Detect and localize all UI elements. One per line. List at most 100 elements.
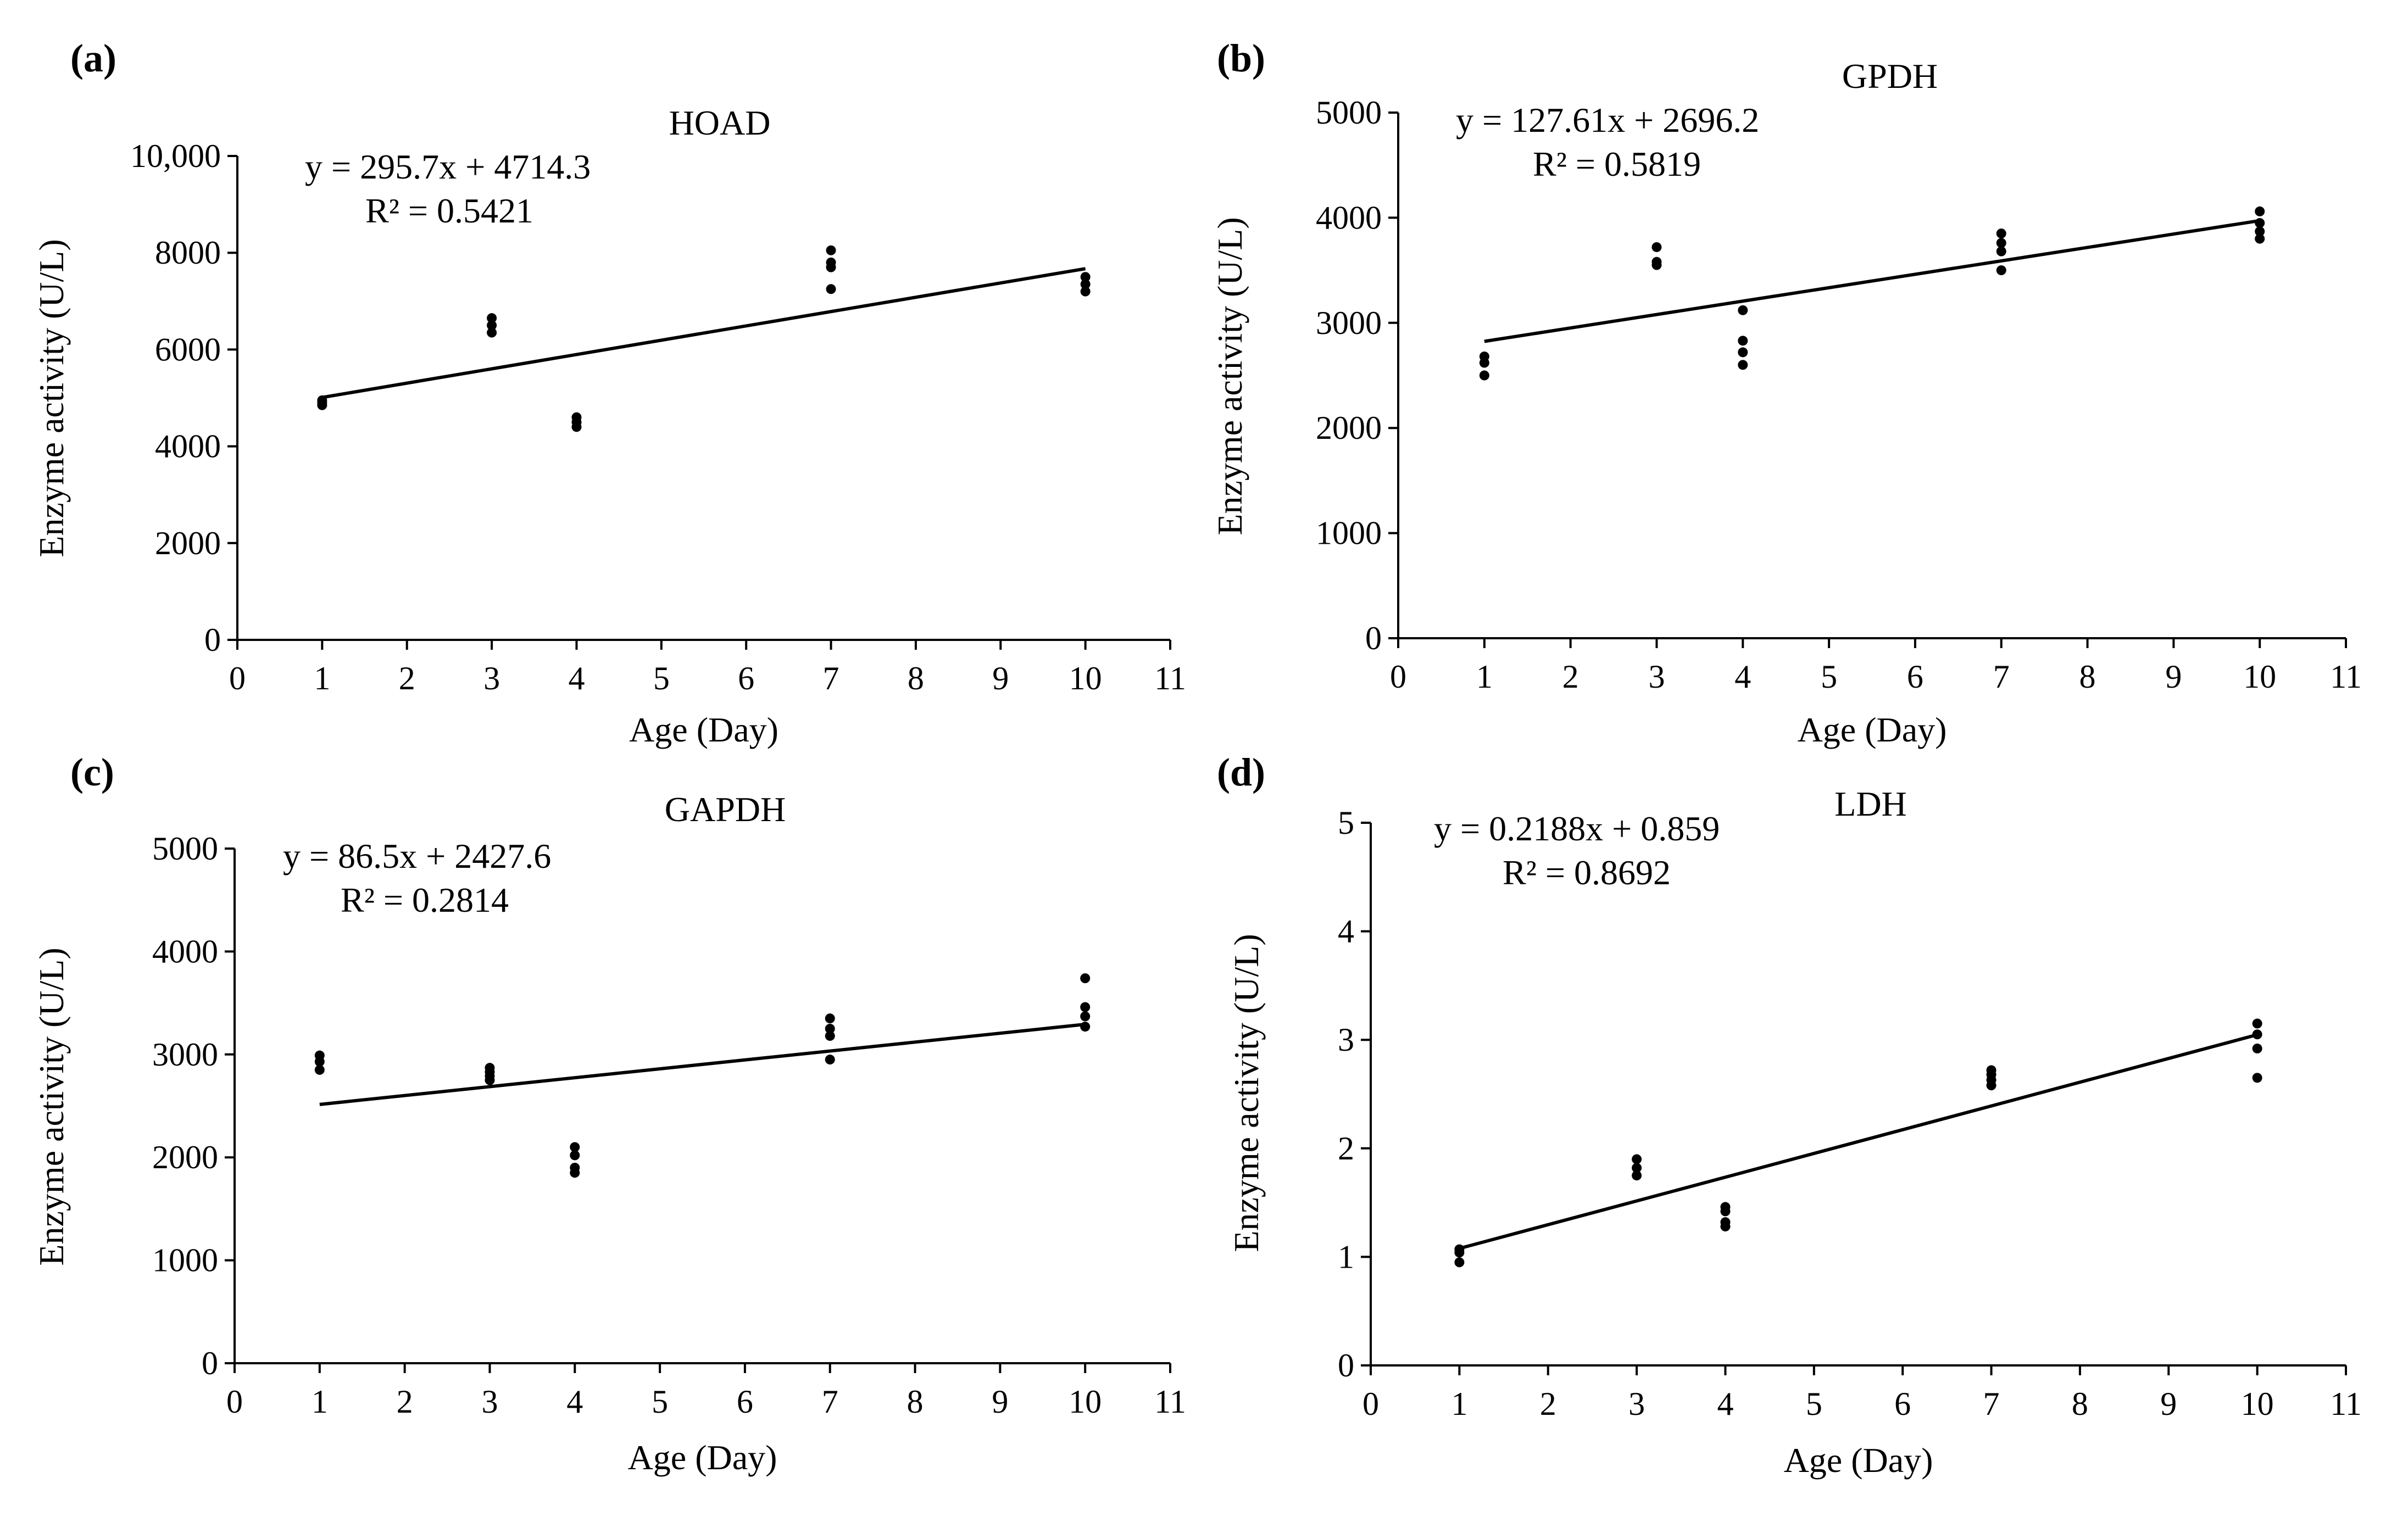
x-tick-label: 9 — [992, 1384, 1008, 1420]
x-tick-label: 11 — [1154, 1384, 1186, 1420]
data-point — [487, 320, 497, 331]
y-tick-label: 2000 — [1316, 410, 1382, 446]
x-tick-label: 6 — [1894, 1386, 1911, 1422]
y-tick-label: 2000 — [155, 525, 221, 561]
chart-title: GAPDH — [665, 790, 786, 829]
x-tick-label: 6 — [738, 660, 754, 696]
data-point — [1080, 279, 1091, 289]
trend-line — [321, 267, 1086, 399]
x-tick-label: 4 — [568, 660, 585, 696]
data-point — [1080, 1002, 1091, 1012]
y-tick-label: 0 — [202, 1345, 218, 1381]
data-point — [2252, 1018, 2262, 1029]
trendline-equation: y = 127.61x + 2696.2 — [1456, 101, 1759, 140]
y-tick-label: 3 — [1338, 1022, 1354, 1058]
x-tick-label: 8 — [2072, 1386, 2088, 1422]
r-squared-value: R² = 0.5819 — [1533, 144, 1701, 183]
x-tick-label: 5 — [1821, 659, 1837, 695]
y-tick-label: 6000 — [155, 331, 221, 367]
chart-panel-4: (d) LDH y = 0.2188x + 0.859 R² = 0.8692 0 1 2 3… — [1217, 750, 2362, 1480]
y-tick-label: 4000 — [1316, 199, 1382, 236]
data-point — [825, 1055, 835, 1065]
x-tick-label: 7 — [822, 1384, 838, 1420]
y-tick-label: 5000 — [1316, 94, 1382, 131]
x-tick-label: 3 — [481, 1384, 498, 1420]
y-axis-label: Enzyme activity (U/L) — [1210, 217, 1249, 535]
x-tick-label: 10 — [1069, 1384, 1102, 1420]
data-point — [1454, 1257, 1465, 1268]
y-tick-label: 0 — [1338, 1347, 1354, 1384]
x-tick-label: 0 — [226, 1384, 243, 1420]
x-tick-label: 10 — [2243, 659, 2276, 695]
x-tick-label: 5 — [653, 660, 670, 696]
data-point — [1454, 1244, 1465, 1254]
data-point — [1632, 1154, 1642, 1164]
data-point — [2255, 226, 2265, 237]
y-tick-label: 8000 — [155, 235, 221, 271]
x-tick-label: 1 — [312, 1384, 328, 1420]
data-point — [2252, 1073, 2262, 1083]
chart-title: LDH — [1834, 784, 1907, 823]
y-tick-label: 5 — [1338, 805, 1354, 841]
trend-line — [1459, 1033, 2258, 1250]
trend-line — [1484, 219, 2260, 343]
trend-line — [319, 1022, 1086, 1106]
x-tick-label: 2 — [397, 1384, 413, 1420]
x-axis-label: Age (Day) — [1784, 1441, 1933, 1480]
y-tick-label: 2000 — [152, 1139, 218, 1175]
data-point — [1080, 272, 1091, 282]
panel-label: (a) — [70, 36, 116, 80]
x-tick-label: 8 — [907, 1384, 924, 1420]
x-tick-label: 3 — [1648, 659, 1665, 695]
data-point — [826, 257, 836, 267]
y-tick-label: 0 — [204, 622, 221, 658]
data-point — [1738, 360, 1748, 370]
y-tick-label: 1000 — [152, 1242, 218, 1279]
x-tick-label: 1 — [314, 660, 330, 696]
y-tick-label: 10,000 — [130, 138, 221, 174]
x-tick-label: 10 — [2241, 1386, 2274, 1422]
x-tick-label: 3 — [483, 660, 500, 696]
data-point — [1080, 1011, 1091, 1022]
y-tick-label: 5000 — [152, 830, 218, 867]
data-point — [1632, 1170, 1642, 1181]
data-point — [487, 327, 497, 338]
x-tick-label: 9 — [2165, 659, 2182, 695]
panel-label: (c) — [70, 750, 114, 794]
data-point — [1996, 228, 2006, 239]
chart-title: HOAD — [669, 103, 771, 142]
chart-panel-2: (b) GPDH y = 127.61x + 2696.2 R² = 0.5819 0 1… — [1210, 36, 2362, 749]
data-point — [2255, 233, 2265, 244]
data-point — [1479, 370, 1489, 381]
r-squared-value: R² = 0.8692 — [1503, 853, 1671, 892]
y-tick-label: 0 — [1365, 620, 1382, 656]
x-tick-label: 8 — [2079, 659, 2096, 695]
x-tick-label: 2 — [1562, 659, 1579, 695]
x-tick-label: 4 — [1717, 1386, 1733, 1422]
x-tick-label: 5 — [652, 1384, 668, 1420]
data-point — [1738, 305, 1748, 315]
data-point — [571, 412, 582, 422]
data-point — [1479, 352, 1489, 362]
x-tick-label: 1 — [1476, 659, 1493, 695]
x-tick-label: 1 — [1451, 1386, 1467, 1422]
data-point — [1720, 1217, 1731, 1228]
x-tick-label: 9 — [992, 660, 1009, 696]
y-tick-label: 4000 — [155, 428, 221, 465]
data-point — [317, 398, 327, 408]
x-tick-label: 6 — [1907, 659, 1923, 695]
y-axis-label: Enzyme activity (U/L) — [32, 239, 71, 557]
data-point — [1080, 1022, 1091, 1032]
y-tick-label: 4 — [1338, 913, 1354, 950]
x-tick-label: 4 — [1734, 659, 1751, 695]
data-point — [1996, 238, 2006, 248]
x-tick-label: 11 — [1154, 660, 1186, 696]
x-tick-label: 5 — [1806, 1386, 1822, 1422]
data-point — [1080, 973, 1091, 984]
x-tick-label: 0 — [1390, 659, 1406, 695]
r-squared-value: R² = 0.5421 — [365, 191, 533, 230]
data-point — [1651, 256, 1662, 267]
x-tick-label: 2 — [1540, 1386, 1556, 1422]
